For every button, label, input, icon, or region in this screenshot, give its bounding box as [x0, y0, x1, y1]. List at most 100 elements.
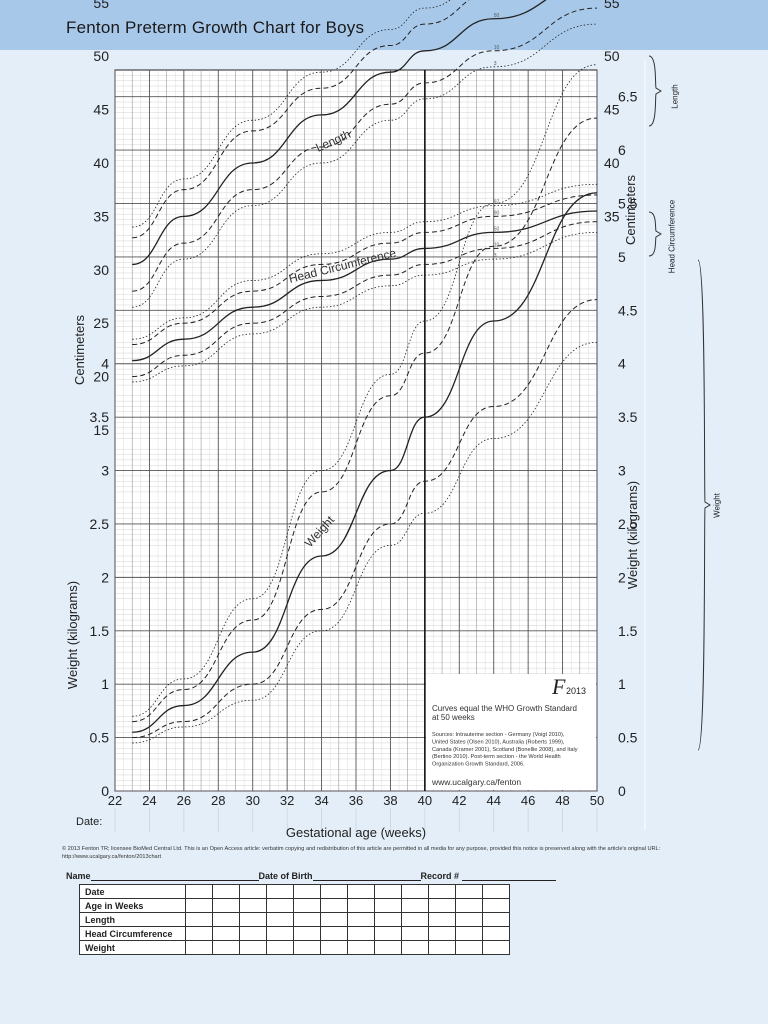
table-cell[interactable]	[428, 884, 456, 899]
table-cell[interactable]	[293, 940, 321, 955]
table-cell[interactable]	[185, 898, 213, 913]
table-cell[interactable]	[482, 912, 510, 927]
table-cell[interactable]	[374, 898, 402, 913]
table-cell[interactable]	[401, 912, 429, 927]
table-cell[interactable]	[239, 926, 267, 941]
table-cell[interactable]	[266, 884, 294, 899]
table-cell[interactable]	[374, 940, 402, 955]
table-cell[interactable]	[185, 884, 213, 899]
table-cell[interactable]	[455, 926, 483, 941]
table-cell[interactable]	[347, 912, 375, 927]
table-row-label: Length	[79, 912, 186, 927]
x-tick-label: 32	[280, 793, 294, 808]
length-curve-p97	[132, 0, 451, 228]
table-cell[interactable]	[401, 884, 429, 899]
table-cell[interactable]	[374, 926, 402, 941]
table-row-label: Head Circumference	[79, 926, 186, 941]
table-cell[interactable]	[482, 898, 510, 913]
y-tick-label-right-kg: 1	[618, 676, 626, 692]
table-cell[interactable]	[212, 926, 240, 941]
y-tick-label-right-kg: 0	[618, 783, 626, 799]
table-cell[interactable]	[428, 940, 456, 955]
table-cell[interactable]	[401, 898, 429, 913]
table-cell[interactable]	[293, 926, 321, 941]
table-cell[interactable]	[455, 898, 483, 913]
table-cell[interactable]	[347, 884, 375, 899]
bracket-length	[648, 55, 662, 127]
y-tick-label-right-kg: 6	[618, 142, 626, 158]
table-cell[interactable]	[239, 912, 267, 927]
table-cell[interactable]	[347, 926, 375, 941]
table-cell[interactable]	[320, 940, 348, 955]
x-tick-label: 46	[521, 793, 535, 808]
record-label: Record #	[420, 871, 460, 881]
bracket-label-head: Head Circumference	[667, 199, 677, 274]
y-tick-label-right-kg: 5.5	[618, 196, 638, 212]
table-cell[interactable]	[455, 940, 483, 955]
length-percentile-label: 3	[494, 61, 497, 67]
length-percentile-label: 50	[494, 13, 500, 19]
head-curve-p50	[132, 210, 598, 362]
date-row-label: Date:	[76, 816, 102, 828]
table-cell[interactable]	[428, 898, 456, 913]
y-tick-label-left-kg: 2.5	[90, 516, 110, 532]
table-cell[interactable]	[374, 912, 402, 927]
x-tick-label: 34	[314, 793, 328, 808]
table-cell[interactable]	[347, 940, 375, 955]
table-cell[interactable]	[401, 940, 429, 955]
table-cell[interactable]	[401, 926, 429, 941]
table-cell[interactable]	[239, 898, 267, 913]
x-tick-label: 22	[108, 793, 122, 808]
table-cell[interactable]	[482, 940, 510, 955]
table-cell[interactable]	[266, 912, 294, 927]
measurement-table: Date Age in Weeks Length Head Circumference…	[79, 884, 510, 955]
table-cell[interactable]	[212, 912, 240, 927]
length-curve-p10	[132, 7, 598, 292]
table-cell[interactable]	[212, 940, 240, 955]
table-cell[interactable]	[320, 898, 348, 913]
table-cell[interactable]	[455, 912, 483, 927]
y-tick-label-left-kg: 3	[101, 463, 109, 479]
x-tick-label: 28	[211, 793, 225, 808]
table-cell[interactable]	[320, 884, 348, 899]
table-cell[interactable]	[428, 926, 456, 941]
table-cell[interactable]	[347, 898, 375, 913]
x-tick-label: 24	[142, 793, 156, 808]
table-cell[interactable]	[455, 884, 483, 899]
table-cell[interactable]	[293, 912, 321, 927]
table-cell[interactable]	[239, 940, 267, 955]
table-cell[interactable]	[293, 884, 321, 899]
table-cell[interactable]	[374, 884, 402, 899]
y-tick-label-left-cm: 55	[93, 0, 109, 11]
head-curve-p90	[132, 194, 598, 346]
weight-curve-p50	[132, 192, 598, 733]
table-cell[interactable]	[185, 940, 213, 955]
logo-year: 2013	[566, 686, 586, 696]
table-cell[interactable]	[212, 884, 240, 899]
table-cell[interactable]	[320, 912, 348, 927]
y-tick-label-left-cm: 15	[93, 422, 109, 438]
y-axis-label-right-kg: Weight (kilograms)	[625, 481, 640, 589]
table-cell[interactable]	[266, 898, 294, 913]
page-title: Fenton Preterm Growth Chart for Boys	[66, 18, 365, 37]
table-cell[interactable]	[239, 884, 267, 899]
info-sources: Sources: Intrauterine section - Germany …	[432, 732, 578, 768]
table-cell[interactable]	[482, 926, 510, 941]
table-cell[interactable]	[320, 926, 348, 941]
table-cell[interactable]	[185, 926, 213, 941]
weight-curve-p90	[132, 117, 598, 723]
table-cell[interactable]	[266, 940, 294, 955]
y-tick-label-left-cm: 40	[93, 155, 109, 171]
head-percentile-label: 10	[494, 242, 500, 248]
table-cell[interactable]	[185, 912, 213, 927]
table-cell[interactable]	[266, 926, 294, 941]
table-cell[interactable]	[293, 898, 321, 913]
table-cell[interactable]	[428, 912, 456, 927]
y-tick-label-right-cm: 35	[604, 208, 620, 224]
y-tick-label-left-kg: 0	[101, 783, 109, 799]
table-cell[interactable]	[482, 884, 510, 899]
table-cell[interactable]	[212, 898, 240, 913]
x-tick-label: 38	[383, 793, 397, 808]
y-tick-label-right-cm: 45	[604, 102, 620, 118]
bracket-label-length: Length	[670, 84, 680, 109]
